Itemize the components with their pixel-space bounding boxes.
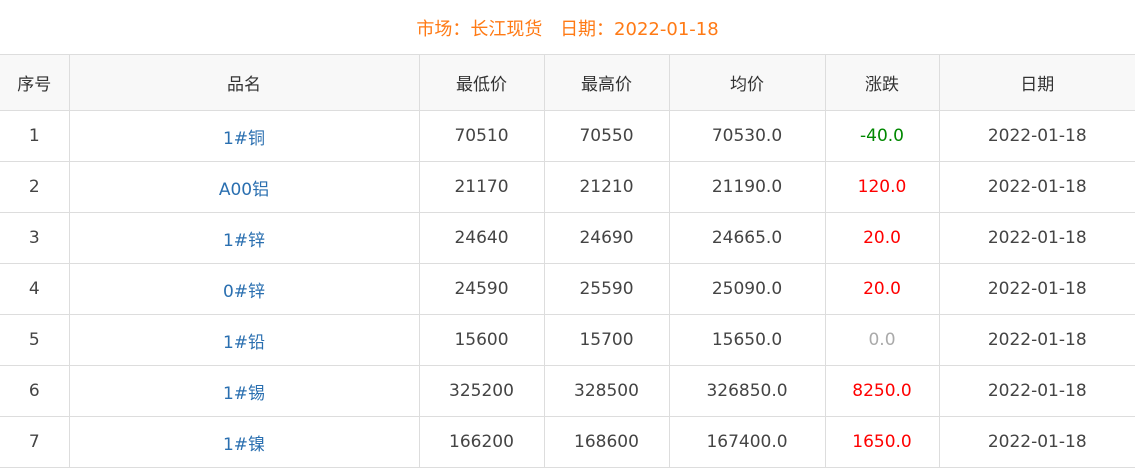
cell-high: 70550 bbox=[543, 110, 670, 162]
column-header: 日期 bbox=[938, 54, 1135, 111]
cell-low: 70510 bbox=[418, 110, 545, 162]
market-label: 市场：长江现货 bbox=[416, 19, 543, 40]
cell-name[interactable]: 1#锡 bbox=[68, 365, 420, 417]
column-header: 涨跌 bbox=[824, 54, 940, 111]
cell-change: 0.0 bbox=[824, 314, 940, 366]
cell-name[interactable]: 1#铅 bbox=[68, 314, 420, 366]
cell-name[interactable]: A00铝 bbox=[68, 161, 420, 213]
cell-change: 20.0 bbox=[824, 263, 940, 315]
table-row: 3 1#锌 24640 24690 24665.0 20.0 2022-01-18 bbox=[0, 212, 1135, 264]
cell-avg: 25090.0 bbox=[668, 263, 826, 315]
cell-date: 2022-01-18 bbox=[938, 161, 1135, 213]
cell-low: 21170 bbox=[418, 161, 545, 213]
cell-date: 2022-01-18 bbox=[938, 212, 1135, 264]
cell-name[interactable]: 1#镍 bbox=[68, 416, 420, 468]
cell-no: 2 bbox=[0, 161, 70, 213]
table-row: 5 1#铅 15600 15700 15650.0 0.0 2022-01-18 bbox=[0, 314, 1135, 366]
cell-high: 24690 bbox=[543, 212, 670, 264]
date-label: 日期：2022-01-18 bbox=[560, 19, 719, 40]
price-table: 序号 品名 最低价 最高价 均价 涨跌 日期 1 1#铜 70510 70550 70530.0 -4… bbox=[0, 54, 1135, 468]
cell-no: 1 bbox=[0, 110, 70, 162]
cell-change: 8250.0 bbox=[824, 365, 940, 417]
column-header: 均价 bbox=[668, 54, 826, 111]
cell-avg: 15650.0 bbox=[668, 314, 826, 366]
cell-no: 7 bbox=[0, 416, 70, 468]
cell-low: 15600 bbox=[418, 314, 545, 366]
cell-date: 2022-01-18 bbox=[938, 416, 1135, 468]
cell-low: 166200 bbox=[418, 416, 545, 468]
table-row: 6 1#锡 325200 328500 326850.0 8250.0 2022-01-18 bbox=[0, 365, 1135, 417]
cell-avg: 70530.0 bbox=[668, 110, 826, 162]
column-header: 最低价 bbox=[418, 54, 545, 111]
cell-name[interactable]: 0#锌 bbox=[68, 263, 420, 315]
column-header: 最高价 bbox=[543, 54, 670, 111]
table-row: 1 1#铜 70510 70550 70530.0 -40.0 2022-01-18 bbox=[0, 110, 1135, 162]
cell-avg: 167400.0 bbox=[668, 416, 826, 468]
cell-change: -40.0 bbox=[824, 110, 940, 162]
cell-change: 20.0 bbox=[824, 212, 940, 264]
cell-high: 168600 bbox=[543, 416, 670, 468]
cell-no: 6 bbox=[0, 365, 70, 417]
cell-high: 328500 bbox=[543, 365, 670, 417]
table-row: 2 A00铝 21170 21210 21190.0 120.0 2022-01-18 bbox=[0, 161, 1135, 213]
cell-date: 2022-01-18 bbox=[938, 110, 1135, 162]
cell-high: 15700 bbox=[543, 314, 670, 366]
column-header: 序号 bbox=[0, 54, 70, 111]
cell-name[interactable]: 1#铜 bbox=[68, 110, 420, 162]
column-header: 品名 bbox=[68, 54, 420, 111]
cell-date: 2022-01-18 bbox=[938, 365, 1135, 417]
cell-no: 4 bbox=[0, 263, 70, 315]
cell-avg: 24665.0 bbox=[668, 212, 826, 264]
cell-name[interactable]: 1#锌 bbox=[68, 212, 420, 264]
cell-avg: 21190.0 bbox=[668, 161, 826, 213]
cell-no: 5 bbox=[0, 314, 70, 366]
page-title: 市场：长江现货 日期：2022-01-18 bbox=[0, 0, 1135, 54]
cell-no: 3 bbox=[0, 212, 70, 264]
cell-avg: 326850.0 bbox=[668, 365, 826, 417]
table-row: 7 1#镍 166200 168600 167400.0 1650.0 2022-01-18 bbox=[0, 416, 1135, 468]
cell-high: 21210 bbox=[543, 161, 670, 213]
cell-low: 24640 bbox=[418, 212, 545, 264]
cell-change: 120.0 bbox=[824, 161, 940, 213]
cell-low: 24590 bbox=[418, 263, 545, 315]
cell-date: 2022-01-18 bbox=[938, 263, 1135, 315]
cell-high: 25590 bbox=[543, 263, 670, 315]
cell-date: 2022-01-18 bbox=[938, 314, 1135, 366]
table-row: 4 0#锌 24590 25590 25090.0 20.0 2022-01-18 bbox=[0, 263, 1135, 315]
cell-low: 325200 bbox=[418, 365, 545, 417]
cell-change: 1650.0 bbox=[824, 416, 940, 468]
